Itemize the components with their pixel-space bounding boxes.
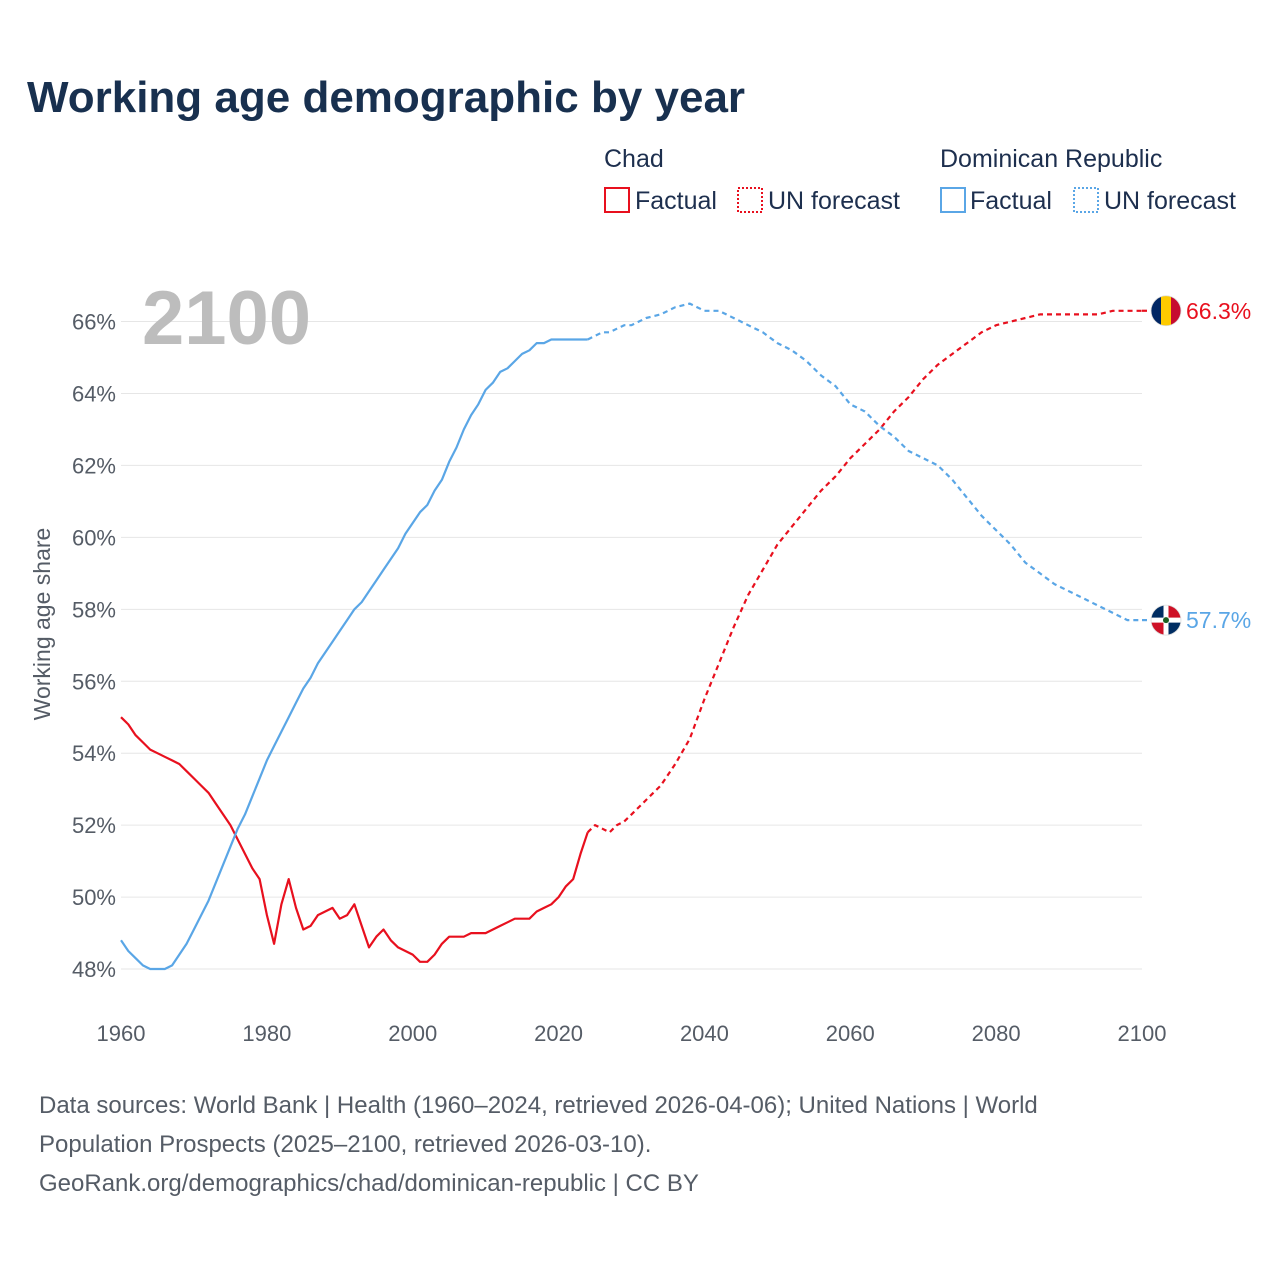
y-tick-label-50: 50% <box>72 885 116 910</box>
source-line-1: Data sources: World Bank | Health (1960–… <box>39 1092 1038 1119</box>
x-tick-label-2100: 2100 <box>1118 1021 1167 1046</box>
flag-icon-chad <box>1150 295 1182 327</box>
source-note: Data sources: World Bank | Health (1960–… <box>39 1092 1038 1197</box>
y-axis-label: Working age share <box>29 528 55 721</box>
series-endpoints: 66.3% 57.7% <box>1142 295 1251 636</box>
legend-swatch-dr-factual <box>940 187 966 213</box>
series-line-dominican-republic-factual <box>120 338 588 971</box>
y-tick-label-52: 52% <box>72 813 116 838</box>
x-tick-label-2020: 2020 <box>534 1021 583 1046</box>
legend-swatch-dr-forecast <box>1073 187 1099 213</box>
y-tick-label-62: 62% <box>72 453 116 478</box>
x-tick-label-2080: 2080 <box>972 1021 1021 1046</box>
legend-swatch-chad-forecast <box>737 187 763 213</box>
y-axis-ticks: 48% 50% 52% 54% 56% 58% 60% 62% 64% 66% <box>72 310 116 982</box>
legend-label-dr-factual: Factual <box>970 187 1052 215</box>
series <box>120 302 1142 971</box>
legend-group-title-dominican-republic: Dominican Republic <box>940 145 1162 173</box>
y-tick-label-48: 48% <box>72 957 116 982</box>
flag-icon-dominican-republic <box>1150 604 1182 636</box>
end-value-label-dominican-republic: 57.7% <box>1186 607 1251 633</box>
end-value-label-chad: 66.3% <box>1186 298 1251 324</box>
chart-title: Working age demographic by year <box>27 73 745 122</box>
series-line-chad-factual <box>120 716 589 963</box>
gridlines <box>121 321 1142 970</box>
y-tick-label-60: 60% <box>72 525 116 550</box>
legend-group-title-chad: Chad <box>604 145 664 173</box>
y-tick-label-66: 66% <box>72 310 116 335</box>
x-axis-ticks: 1960 1980 2000 2020 2040 2060 2080 2100 <box>97 1021 1167 1046</box>
x-tick-label-2040: 2040 <box>680 1021 729 1046</box>
legend: Chad Factual UN forecast Dominican Repub… <box>604 145 1236 215</box>
source-line-3: GeoRank.org/demographics/chad/dominican-… <box>39 1170 699 1197</box>
legend-label-chad-forecast: UN forecast <box>768 187 900 215</box>
source-line-2: Population Prospects (2025–2100, retriev… <box>39 1131 651 1158</box>
series-line-dominican-republic-forecast <box>587 302 1142 622</box>
y-tick-label-64: 64% <box>72 381 116 406</box>
x-tick-label-2000: 2000 <box>388 1021 437 1046</box>
legend-label-dr-forecast: UN forecast <box>1104 187 1236 215</box>
x-tick-label-1960: 1960 <box>97 1021 146 1046</box>
series-line-chad-forecast <box>586 309 1142 834</box>
x-tick-label-2060: 2060 <box>826 1021 875 1046</box>
year-watermark: 2100 <box>142 276 311 361</box>
legend-label-chad-factual: Factual <box>635 187 717 215</box>
x-tick-label-1980: 1980 <box>242 1021 291 1046</box>
y-tick-label-56: 56% <box>72 669 116 694</box>
legend-swatch-chad-factual <box>604 187 630 213</box>
y-tick-label-58: 58% <box>72 597 116 622</box>
y-tick-label-54: 54% <box>72 741 116 766</box>
